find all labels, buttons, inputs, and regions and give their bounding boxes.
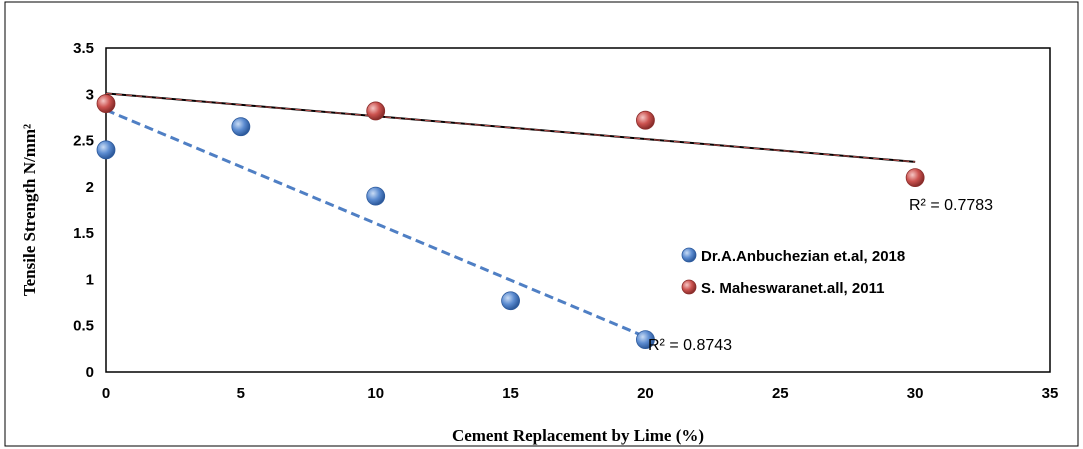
- data-point-series-1: [636, 330, 655, 350]
- data-point-series-1: [501, 291, 520, 311]
- x-tick-label: 0: [102, 385, 110, 402]
- y-tick-label: 1: [86, 271, 94, 288]
- data-point-series-2: [366, 101, 386, 121]
- legend-label-series-2: S. Maheswaranet.all, 2011: [701, 280, 884, 297]
- y-tick-label: 2: [86, 179, 94, 196]
- x-tick-label: 30: [907, 385, 924, 402]
- x-tick-label: 5: [237, 385, 245, 402]
- x-axis-title: Cement Replacement by Lime (%): [452, 426, 704, 445]
- data-points: [96, 94, 925, 350]
- trendline-overlay-series-2: [105, 92, 916, 163]
- y-tick-labels: 0 0.5 1 1.5 2 2.5 3 3.5: [73, 40, 94, 381]
- r2-label-series-2: R² = 0.7783: [909, 197, 993, 214]
- x-tick-label: 15: [502, 385, 519, 402]
- y-tick-label: 3: [86, 86, 94, 103]
- y-tick-label: 0.5: [73, 318, 94, 335]
- data-point-series-2: [636, 110, 655, 130]
- y-tick-label: 2.5: [73, 133, 94, 150]
- data-point-series-1: [231, 117, 251, 137]
- legend-item-series-2: S. Maheswaranet.all, 2011: [681, 279, 884, 297]
- x-tick-label: 10: [367, 385, 384, 402]
- y-axis-title: Tensile Strength N/mm²: [20, 124, 39, 296]
- x-tick-label: 35: [1042, 385, 1059, 402]
- legend-label-series-1: Dr.A.Anbuchezian et.al, 2018: [701, 248, 905, 265]
- legend-marker-series-1: [681, 247, 697, 263]
- y-tick-label: 1.5: [73, 225, 94, 242]
- data-point-series-2: [905, 168, 925, 188]
- plot-area-frame: [105, 47, 1051, 373]
- trendlines: [105, 92, 916, 339]
- y-tick-label: 0: [86, 364, 94, 381]
- legend-marker-series-2: [681, 279, 697, 295]
- legend: Dr.A.Anbuchezian et.al, 2018 S. Maheswar…: [681, 247, 905, 297]
- x-tick-label: 25: [772, 385, 789, 402]
- plot-axes: [105, 47, 1051, 373]
- data-point-series-2: [96, 94, 116, 113]
- x-tick-labels: 0 5 10 15 20 25 30 35: [102, 385, 1059, 402]
- y-tick-label: 3.5: [73, 40, 94, 57]
- legend-item-series-1: Dr.A.Anbuchezian et.al, 2018: [681, 247, 905, 265]
- r2-label-series-1: R² = 0.8743: [648, 337, 732, 354]
- x-tick-label: 20: [637, 385, 654, 402]
- chart-border: [4, 1, 1079, 447]
- data-point-series-1: [366, 186, 386, 206]
- data-point-series-1: [96, 140, 116, 160]
